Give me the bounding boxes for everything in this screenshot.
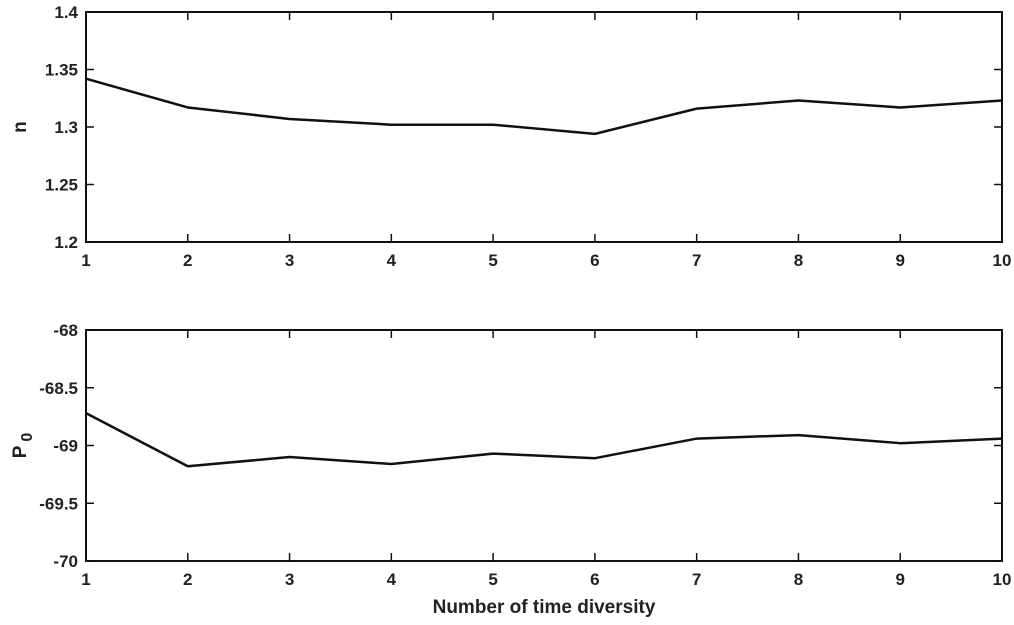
y-axis-label-main: P [10, 445, 31, 458]
y-axis-label: n [10, 121, 31, 133]
plot-frame [85, 11, 1003, 243]
y-tick-label: -68 [53, 321, 78, 340]
y-tick-label: 1.25 [45, 176, 78, 195]
x-tick-label: 4 [387, 570, 397, 589]
y-tick-label: -69.5 [39, 494, 78, 513]
x-tick-label: 5 [488, 570, 497, 589]
series-line [85, 412, 1003, 468]
y-tick-label: -69 [53, 437, 78, 456]
plot-frame [85, 329, 1003, 562]
x-tick-label: 6 [590, 570, 599, 589]
y-axis-label: P0 [10, 433, 36, 459]
x-tick-label: 3 [285, 251, 294, 270]
x-tick-label: 10 [993, 570, 1012, 589]
x-tick-label: 6 [590, 251, 599, 270]
y-tick-label: 1.4 [54, 3, 78, 22]
x-tick-label: 8 [794, 251, 803, 270]
x-tick-label: 8 [794, 570, 803, 589]
y-tick-label: -70 [53, 552, 78, 571]
top-panel: 1 2 3 4 5 6 7 8 9 10 1.2 1.25 1.3 1.35 1.4 n [10, 3, 1011, 270]
y-tick-label: -68.5 [39, 379, 78, 398]
x-axis-label: Number of time diversity [433, 597, 656, 618]
x-tick-label: 2 [183, 251, 192, 270]
x-tick-label: 1 [81, 570, 90, 589]
x-tick-label: 4 [387, 251, 397, 270]
y-tick-label: 1.2 [54, 233, 78, 252]
x-tick-label: 2 [183, 570, 192, 589]
x-tick-label: 7 [692, 251, 701, 270]
x-tick-label: 3 [285, 570, 294, 589]
y-tick-label: 1.35 [45, 61, 78, 80]
y-tick-label: 1.3 [54, 118, 78, 137]
x-tick-label: 9 [895, 251, 904, 270]
y-axis-label-subscript: 0 [19, 433, 36, 442]
x-tick-label: 1 [81, 251, 90, 270]
x-tick-label: 9 [895, 570, 904, 589]
x-tick-label: 10 [993, 251, 1012, 270]
series-line [85, 77, 1003, 136]
y-axis-label-main: n [10, 121, 31, 133]
x-tick-label: 5 [488, 251, 497, 270]
x-tick-label: 7 [692, 570, 701, 589]
